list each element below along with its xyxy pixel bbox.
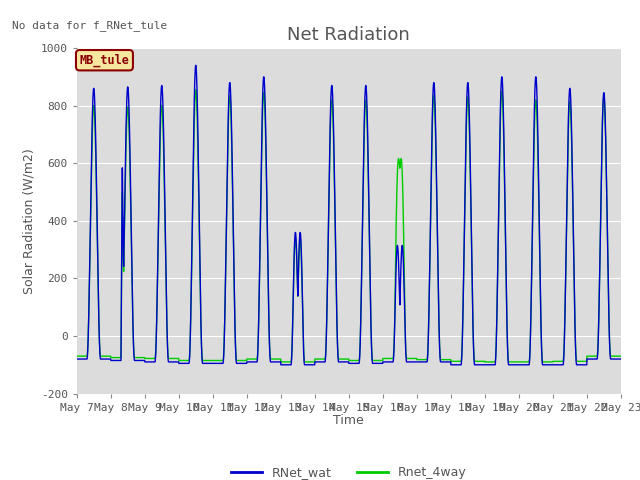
Rnet_4way <box>277 359 285 365</box>
Line: RNet_wat: RNet_wat <box>77 65 621 365</box>
X-axis label: Time: Time <box>333 414 364 427</box>
RNet_wat <box>499 75 506 81</box>
RNet_wat <box>73 356 81 362</box>
RNet_wat <box>617 356 625 362</box>
Rnet_4way <box>73 353 81 359</box>
RNet_wat <box>398 242 406 248</box>
Rnet_4way <box>499 90 506 96</box>
Rnet_4way <box>192 87 200 93</box>
RNet_wat <box>525 362 532 368</box>
Rnet_4way <box>186 353 193 359</box>
Title: Net Radiation: Net Radiation <box>287 25 410 44</box>
Legend: RNet_wat, Rnet_4way: RNet_wat, Rnet_4way <box>226 461 472 480</box>
Line: Rnet_4way: Rnet_4way <box>77 90 621 362</box>
Y-axis label: Solar Radiation (W/m2): Solar Radiation (W/m2) <box>22 148 35 294</box>
RNet_wat <box>277 362 285 368</box>
Rnet_4way <box>525 359 532 365</box>
Rnet_4way <box>539 359 547 365</box>
Rnet_4way <box>369 358 377 363</box>
Text: No data for f_RNet_tule: No data for f_RNet_tule <box>12 20 167 31</box>
Rnet_4way <box>398 170 406 176</box>
RNet_wat <box>539 362 547 368</box>
Text: MB_tule: MB_tule <box>79 54 129 67</box>
RNet_wat <box>192 62 200 68</box>
RNet_wat <box>186 355 193 361</box>
Rnet_4way <box>617 353 625 359</box>
RNet_wat <box>369 360 377 366</box>
